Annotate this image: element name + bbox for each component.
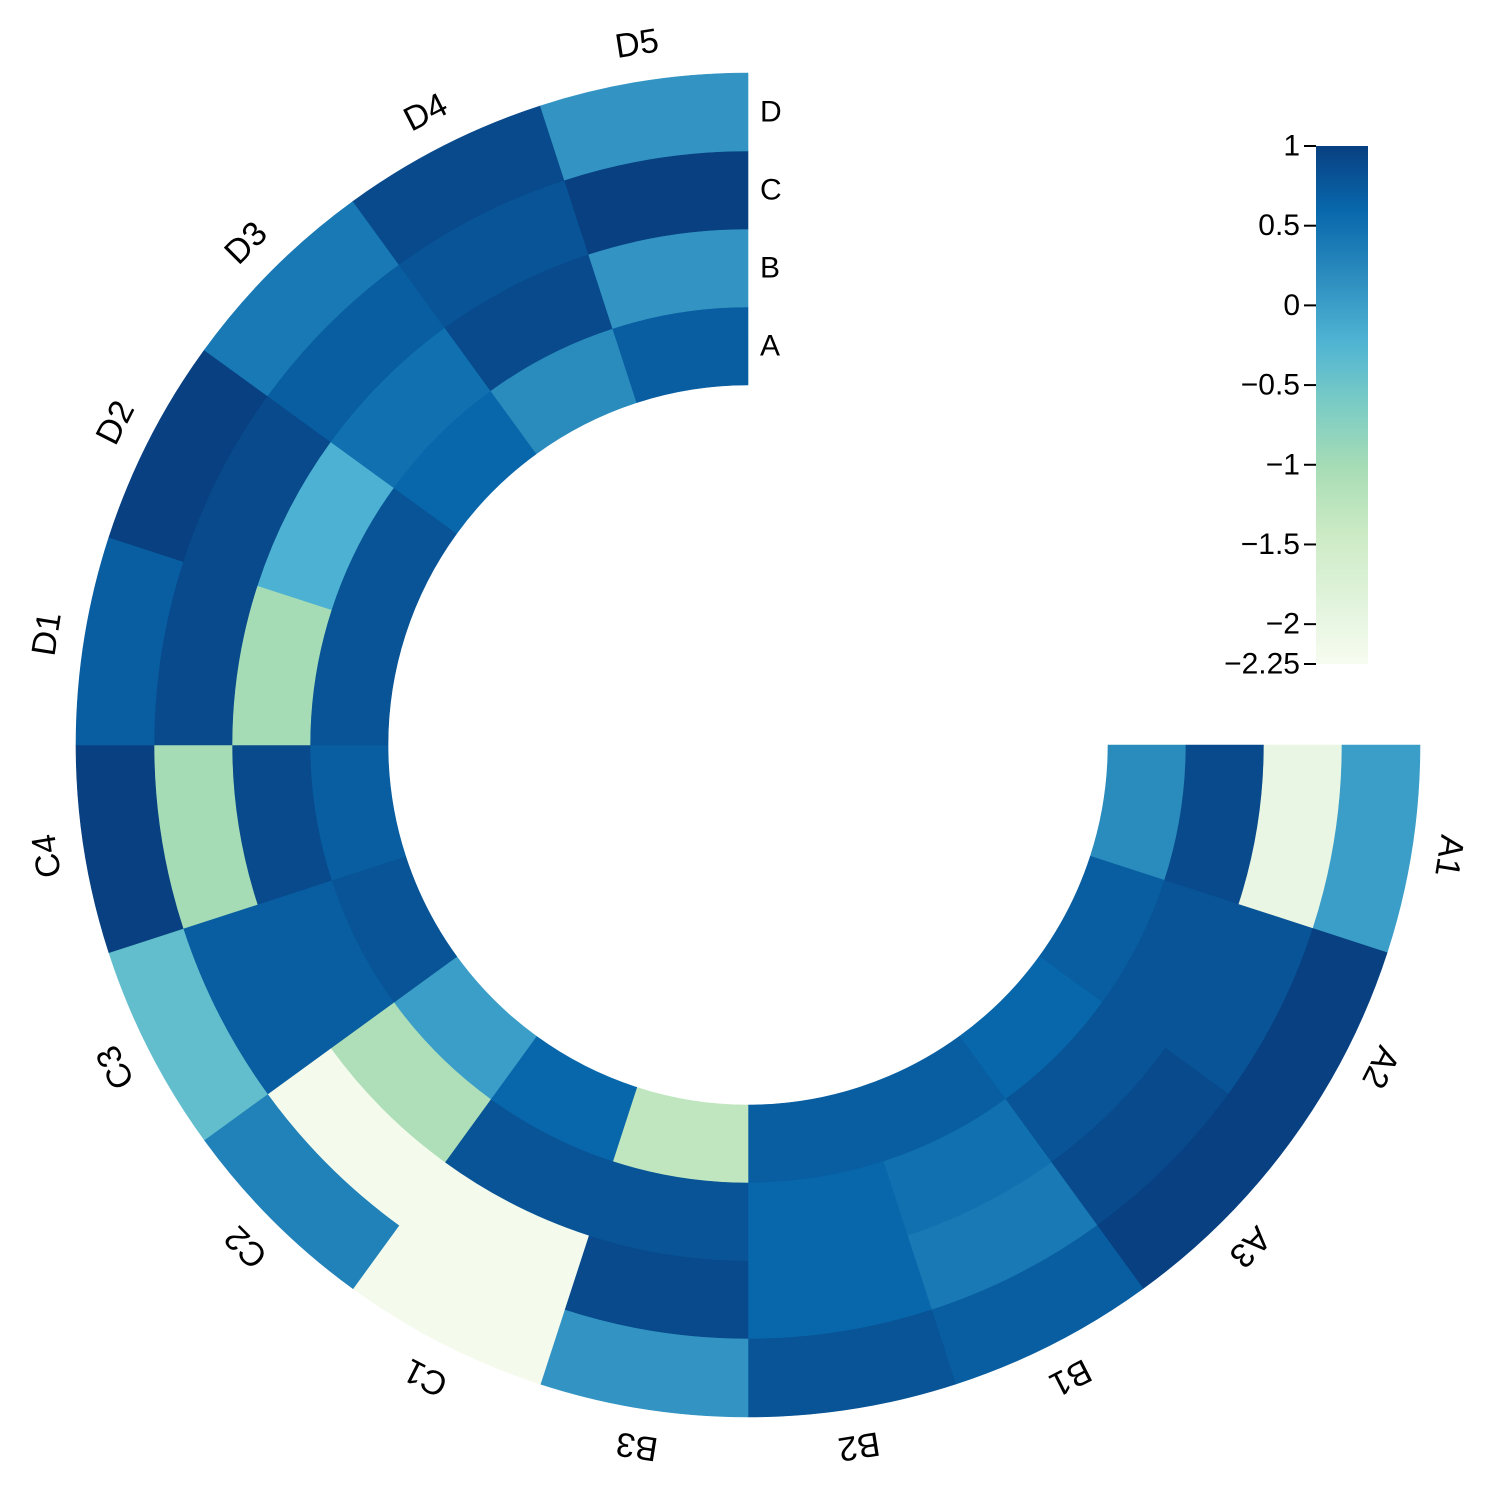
segment-label-A2: A2 [1354,1040,1407,1094]
ring-label-D: D [760,96,782,129]
ring-label-B: B [760,252,780,285]
ring-labels: A B C D [760,96,782,363]
segment-label-C1: C1 [398,1351,454,1405]
segment-label-D2: D2 [89,395,143,451]
segment-label-D5: D5 [612,22,661,66]
segment-label-D3: D3 [217,214,275,272]
colorbar-tick-label: −2.25 [1224,648,1300,681]
colorbar-tick-label: 1 [1283,130,1300,163]
segment-label-D4: D4 [398,86,454,140]
segment-label-C4: C4 [25,832,69,881]
segment-label-B3: B3 [613,1424,660,1468]
ring-label-A: A [760,330,780,363]
colorbar-tick-label: −2 [1266,608,1300,641]
segment-label-B2: B2 [836,1424,883,1468]
segment-label-C2: C2 [217,1218,275,1276]
segment-label-A3: A3 [1222,1219,1278,1275]
segment-label-A1: A1 [1427,833,1471,880]
ring-label-C: C [760,174,782,207]
colorbar-ticks: 1 0.5 0 −0.5 −1 −1.5 −2 −2.25 [1224,130,1316,681]
heatmap-cells [75,72,1421,1418]
segment-label-B1: B1 [1043,1351,1097,1404]
colorbar-tick-label: −1 [1266,448,1300,481]
segment-label-D1: D1 [25,609,69,658]
colorbar-tick-label: 0.5 [1258,209,1300,242]
colorbar: 1 0.5 0 −0.5 −1 −1.5 −2 −2.25 [1224,130,1368,681]
colorbar-tick-label: −1.5 [1241,528,1300,561]
cell-D-D5 [539,72,749,181]
segment-label-C3: C3 [89,1039,143,1095]
colorbar-tick-label: 0 [1283,289,1300,322]
colorbar-gradient [1316,146,1368,664]
colorbar-tick-label: −0.5 [1241,369,1300,402]
